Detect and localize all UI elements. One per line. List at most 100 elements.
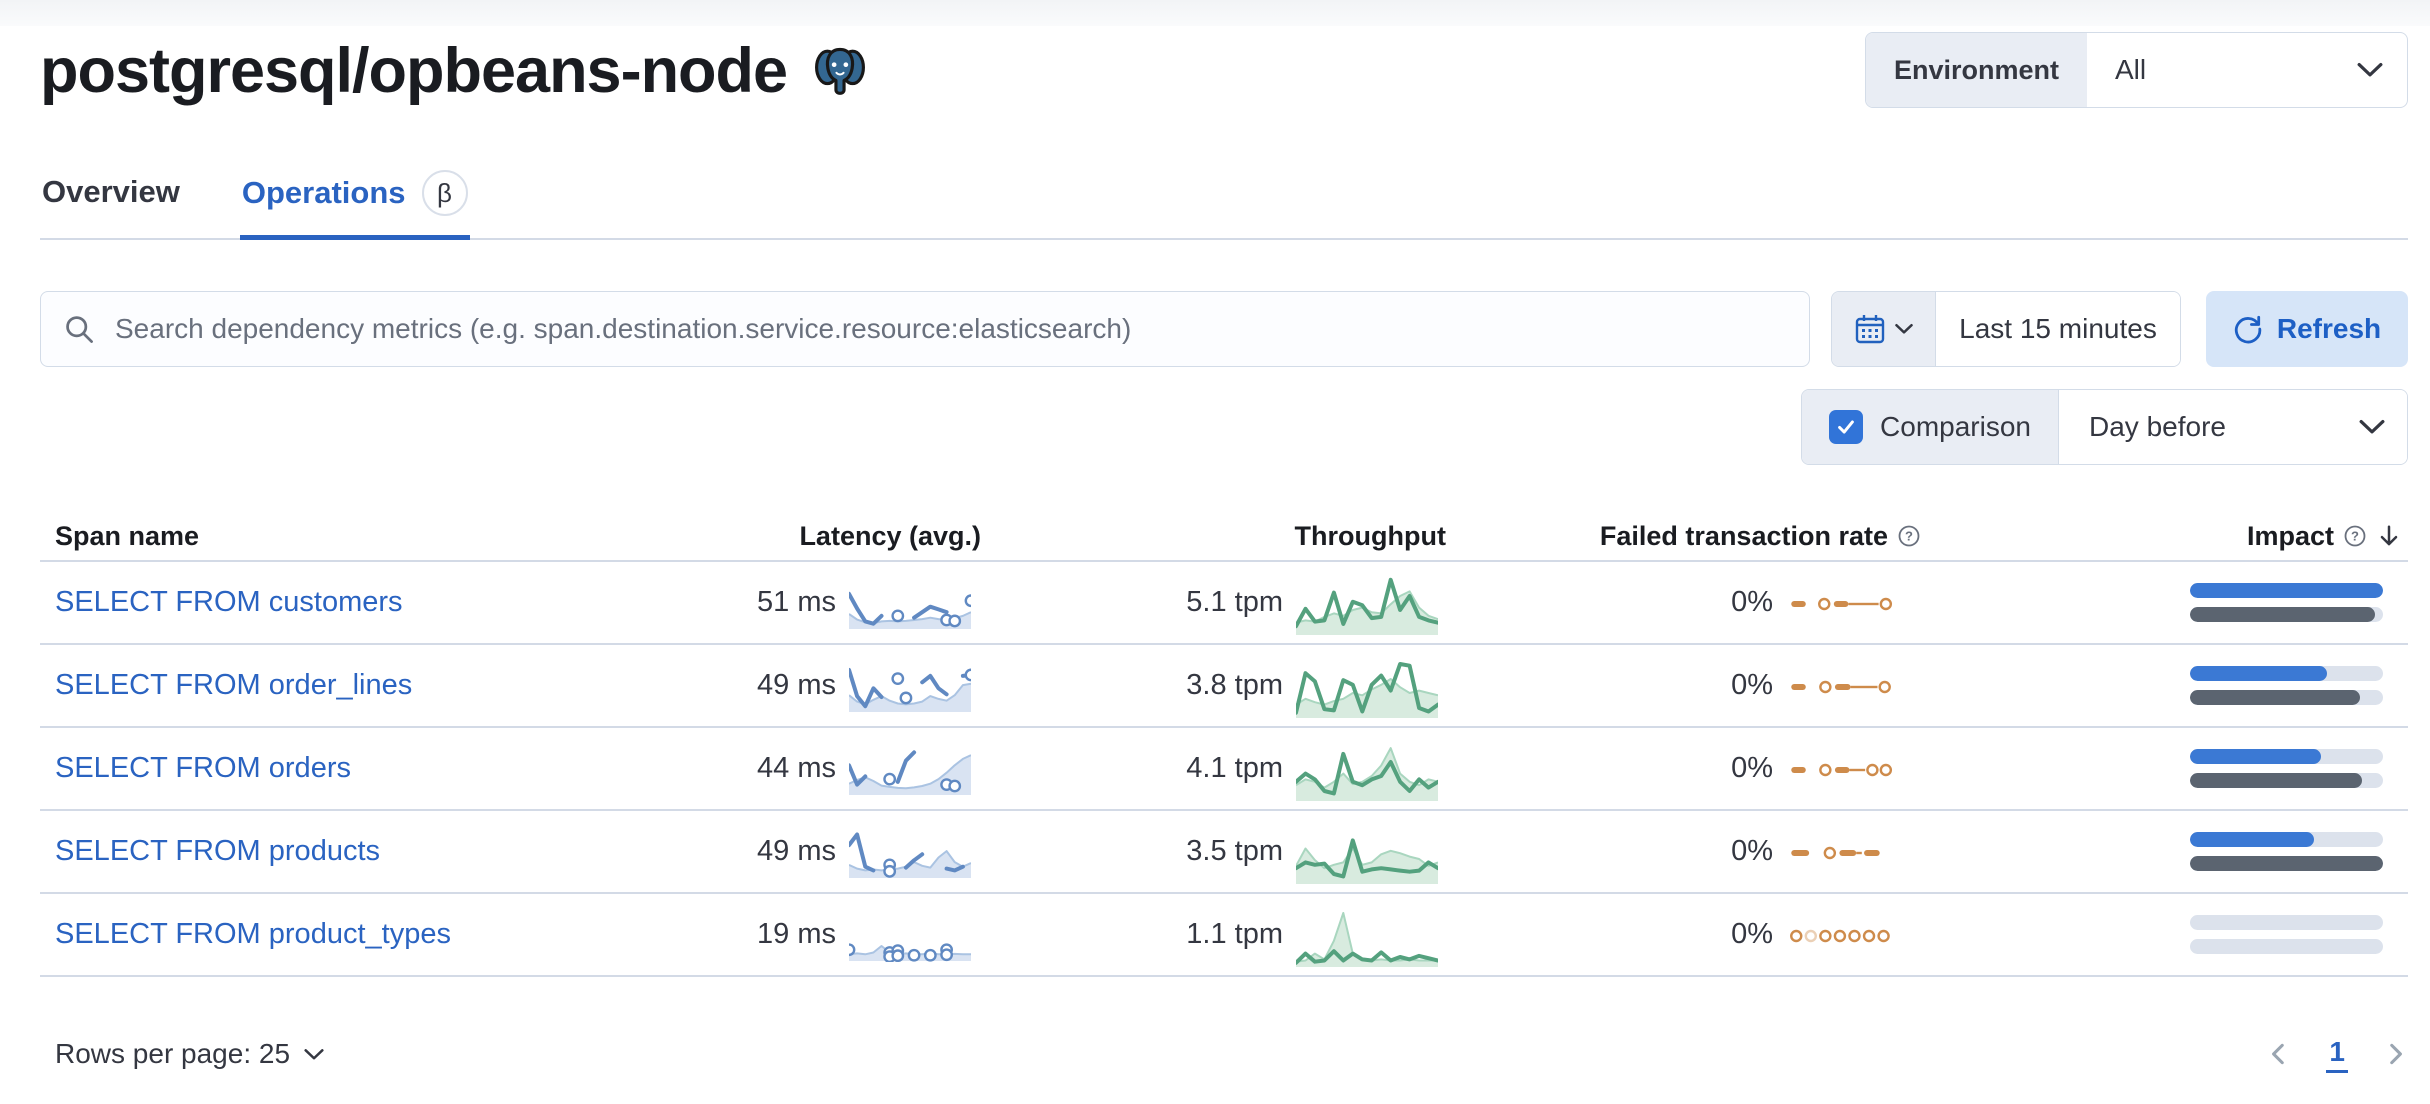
tab-operations[interactable]: Operations β	[239, 164, 470, 240]
comparison-control: Comparison Day before	[1801, 389, 2408, 465]
date-picker: Last 15 minutes	[1831, 291, 2181, 367]
previous-page-button[interactable]	[2266, 1041, 2292, 1067]
time-range-button[interactable]: Last 15 minutes	[1936, 292, 2180, 366]
impact-bars	[2190, 666, 2383, 705]
latency-sparkline	[849, 659, 971, 713]
failed-rate-sparkline	[1789, 922, 1911, 948]
throughput-value: 3.5 tpm	[1186, 835, 1283, 867]
latency-sparkline	[849, 908, 971, 962]
latency-value: 51 ms	[757, 586, 836, 618]
failed-rate-sparkline	[1789, 839, 1911, 865]
table-row: SELECT FROM products 49 ms 3.5 tpm 0%	[40, 811, 2408, 894]
tab-overview-label: Overview	[42, 174, 180, 209]
comparison-selected-option: Day before	[2089, 411, 2226, 442]
comparison-select[interactable]: Day before	[2059, 390, 2407, 464]
throughput-value: 3.8 tpm	[1186, 669, 1283, 701]
chevron-down-icon	[1895, 323, 1913, 334]
pagination: 1	[2266, 1036, 2408, 1073]
failed-rate-value: 0%	[1731, 669, 1773, 701]
environment-selected-option: All	[2115, 54, 2147, 85]
tab-operations-label: Operations	[241, 175, 406, 210]
page-number-1[interactable]: 1	[2326, 1036, 2348, 1073]
table-row: SELECT FROM customers 51 ms 5.1 tpm 0%	[40, 562, 2408, 645]
failed-rate-value: 0%	[1731, 918, 1773, 950]
throughput-sparkline	[1296, 819, 1438, 885]
throughput-value: 1.1 tpm	[1186, 918, 1283, 950]
latency-value: 44 ms	[757, 752, 836, 784]
throughput-sparkline	[1296, 570, 1438, 636]
failed-rate-sparkline	[1789, 673, 1911, 699]
search-icon	[66, 316, 93, 343]
failed-rate-value: 0%	[1731, 586, 1773, 618]
latency-value: 49 ms	[757, 835, 836, 867]
latency-value: 19 ms	[757, 918, 836, 950]
environment-filter-label: Environment	[1865, 33, 2087, 107]
environment-filter[interactable]: Environment All	[1864, 32, 2408, 108]
column-header-throughput[interactable]: Throughput	[1294, 520, 1446, 551]
table-footer: Rows per page: 25 1	[40, 1024, 2408, 1084]
table-row: SELECT FROM order_lines 49 ms 3.8 tpm 0%	[40, 645, 2408, 728]
latency-sparkline	[849, 576, 971, 630]
span-link[interactable]: SELECT FROM orders	[55, 752, 351, 784]
column-header-latency[interactable]: Latency (avg.)	[799, 520, 981, 551]
impact-bars	[2190, 915, 2383, 954]
beta-badge: β	[421, 170, 468, 216]
rows-per-page-label: Rows per page: 25	[55, 1038, 291, 1069]
sort-descending-arrow-icon	[2380, 525, 2398, 546]
latency-sparkline	[849, 742, 971, 796]
refresh-icon	[2234, 315, 2262, 344]
operations-table: Span name Latency (avg.) Throughput Fail…	[40, 512, 2408, 977]
refresh-button-label: Refresh	[2276, 313, 2382, 344]
postgresql-logo-icon	[815, 47, 866, 95]
page-header: postgresql/opbeans-node Environment All	[40, 30, 2408, 112]
table-header-row: Span name Latency (avg.) Throughput Fail…	[40, 512, 2408, 562]
failed-rate-value: 0%	[1731, 752, 1773, 784]
table-row: SELECT FROM product_types 19 ms 1.1 tpm …	[40, 894, 2408, 977]
comparison-label: Comparison	[1880, 411, 2031, 442]
latency-value: 49 ms	[757, 669, 836, 701]
chevron-down-icon	[2357, 62, 2383, 77]
chevron-left-icon	[2272, 1043, 2285, 1065]
impact-bars	[2190, 832, 2383, 871]
chevron-down-icon	[2359, 419, 2385, 434]
page-title: postgresql/opbeans-node	[40, 36, 788, 106]
column-header-span-name[interactable]: Span name	[55, 520, 200, 551]
span-link[interactable]: SELECT FROM order_lines	[55, 669, 413, 701]
tab-overview[interactable]: Overview	[40, 164, 182, 238]
column-header-impact[interactable]: Impact ?	[1925, 521, 2408, 552]
failed-rate-sparkline	[1789, 756, 1911, 782]
question-in-circle-icon: ?	[2344, 525, 2366, 547]
svg-text:?: ?	[2351, 529, 2359, 544]
rows-per-page-button[interactable]: Rows per page: 25	[40, 1038, 324, 1070]
chevron-down-icon	[304, 1048, 324, 1059]
throughput-value: 5.1 tpm	[1186, 586, 1283, 618]
failed-rate-sparkline	[1789, 590, 1911, 616]
throughput-sparkline	[1296, 902, 1438, 968]
comparison-toggle[interactable]: Comparison	[1802, 390, 2059, 464]
impact-bars	[2190, 749, 2383, 788]
throughput-sparkline	[1296, 653, 1438, 719]
top-strip	[0, 0, 2430, 26]
failed-rate-value: 0%	[1731, 835, 1773, 867]
date-quick-select-button[interactable]	[1832, 292, 1936, 366]
svg-text:?: ?	[1905, 529, 1913, 544]
search-input[interactable]	[95, 313, 1809, 345]
latency-sparkline	[849, 825, 971, 879]
impact-bars	[2190, 583, 2383, 622]
next-page-button[interactable]	[2382, 1041, 2408, 1067]
search-box[interactable]	[40, 291, 1810, 367]
span-link[interactable]: SELECT FROM product_types	[55, 918, 451, 950]
check-icon	[1838, 420, 1854, 434]
table-row: SELECT FROM orders 44 ms 4.1 tpm 0%	[40, 728, 2408, 811]
question-in-circle-icon: ?	[1898, 525, 1920, 547]
column-header-failed-rate[interactable]: Failed transaction rate ?	[1450, 521, 1925, 552]
throughput-sparkline	[1296, 736, 1438, 802]
throughput-value: 4.1 tpm	[1186, 752, 1283, 784]
refresh-button[interactable]: Refresh	[2206, 291, 2408, 367]
calendar-icon	[1855, 315, 1885, 344]
span-link[interactable]: SELECT FROM customers	[55, 586, 403, 618]
span-link[interactable]: SELECT FROM products	[55, 835, 381, 867]
environment-filter-value[interactable]: All	[2087, 33, 2407, 107]
comparison-checkbox[interactable]	[1829, 410, 1864, 444]
